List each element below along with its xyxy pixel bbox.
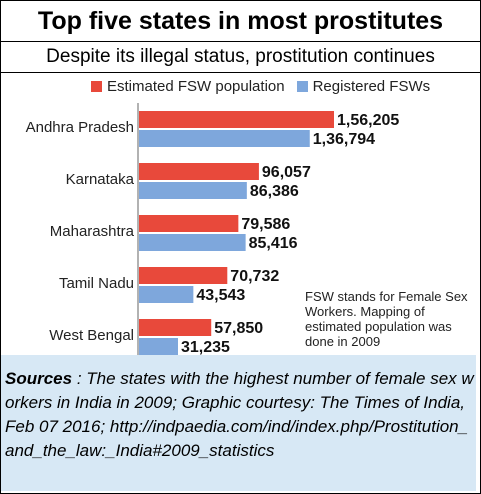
bar-chart: Estimated FSW population Registered FSWs… [1,73,480,355]
value-label-registered: 1,36,794 [313,131,375,148]
value-label-registered: 43,543 [196,287,245,304]
category-label: Karnataka [66,171,135,188]
legend-swatch-registered [296,81,308,92]
chart-subtitle: Despite its illegal status, prostitution… [1,42,480,73]
sources-label: Sources [5,369,73,388]
bar-registered [139,338,178,355]
category-label: West Bengal [49,327,134,344]
value-label-estimated: 96,057 [262,164,311,181]
bar-registered [139,130,310,147]
sources-separator: : [72,369,87,388]
value-label-estimated: 57,850 [214,320,263,337]
value-label-registered: 31,235 [181,339,230,355]
sources-text: The states with the highest number of fe… [5,369,474,460]
chart-title: Top five states in most prostitutes [1,1,480,42]
legend: Estimated FSW population Registered FSWs [91,78,442,95]
value-label-registered: 85,416 [249,235,298,252]
legend-label-estimated: Estimated FSW population [107,78,285,95]
category-label: Maharashtra [50,223,135,240]
bars-svg: Andhra Pradesh 1,56,205 1,36,794 Karnataka 9… [26,103,399,355]
value-label-estimated: 79,586 [241,216,290,233]
legend-item-registered: Registered FSWs [296,78,431,95]
value-label-registered: 86,386 [250,183,299,200]
bar-registered [139,234,246,251]
bar-estimated [139,267,228,284]
bar-estimated [139,163,259,180]
legend-swatch-estimated [91,81,102,92]
bar-registered [139,286,194,303]
bar-estimated [139,111,334,128]
legend-item-estimated: Estimated FSW population [91,78,285,95]
value-label-estimated: 1,56,205 [337,112,399,129]
sources-box: Sources : The states with the highest nu… [1,355,476,491]
category-label: Andhra Pradesh [26,119,134,136]
bar-registered [139,182,247,199]
value-label-estimated: 70,732 [230,268,279,285]
bar-estimated [139,215,239,232]
bar-estimated [139,319,212,336]
legend-label-registered: Registered FSWs [312,78,431,95]
category-label: Tamil Nadu [59,275,134,292]
footnote: FSW stands for Female Sex Workers. Mappi… [305,289,468,349]
